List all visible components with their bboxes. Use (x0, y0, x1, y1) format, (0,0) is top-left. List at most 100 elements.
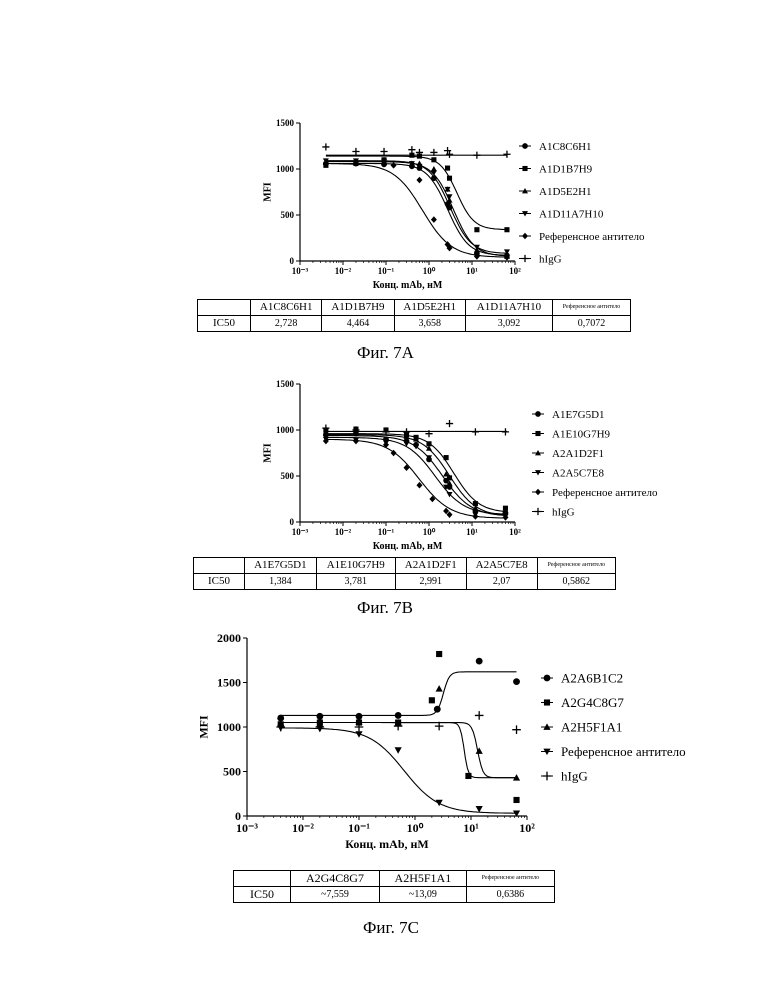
table-cell: 2,728 (251, 316, 322, 332)
fit-curve-3 (281, 728, 517, 813)
legend-label: A1C8C6H1 (539, 141, 592, 153)
figure-caption-7c: Фиг. 7C (363, 918, 419, 938)
fit-curve-2 (326, 162, 507, 256)
x-tick-label: 10⁻³ (292, 527, 309, 537)
table-row: IC50 1,384 3,781 2,991 2,07 0,5862 (194, 574, 616, 590)
data-point (431, 157, 436, 162)
figure-caption-7a: Фиг. 7А (357, 343, 414, 363)
x-tick-label: 10⁻³ (236, 821, 258, 835)
fit-curve-0 (281, 672, 517, 716)
legend-label: Референсное антитело (539, 231, 645, 243)
table-cell: 4,464 (322, 316, 394, 332)
legend-label: hIgG (561, 769, 588, 784)
table-cell: 2,991 (395, 574, 466, 590)
legend-marker (521, 255, 528, 262)
x-tick-label: 10⁻² (292, 821, 314, 835)
data-point (436, 685, 443, 691)
data-point (380, 148, 387, 155)
data-point (504, 227, 509, 232)
table-row: IC50 2,728 4,464 3,658 3,092 0,7072 (198, 316, 631, 332)
x-tick-label: 10⁰ (407, 821, 424, 835)
data-point (474, 227, 479, 232)
table-header-cell: A1C8C6H1 (251, 300, 322, 316)
x-tick-label: 10¹ (466, 266, 478, 276)
y-axis-label: MFI (196, 715, 210, 739)
table-cell: 2,07 (466, 574, 537, 590)
data-point (416, 177, 422, 184)
legend-label: A2A5C7E8 (552, 467, 604, 479)
ic50-table-7b: A1E7G5D1 A1E10G7H9 A2A1D2F1 A2A5C7E8 Реф… (193, 557, 616, 590)
table-cell: ~7,559 (291, 887, 380, 903)
table-cell: 0,6386 (466, 887, 554, 903)
x-tick-label: 10⁻¹ (348, 821, 370, 835)
legend-label: A1D5E2H1 (539, 186, 592, 198)
table-row-label: IC50 (194, 574, 245, 590)
data-point (436, 651, 442, 657)
y-tick-label: 1500 (276, 379, 295, 389)
table-header-cell: A1D11A7H10 (465, 300, 552, 316)
fit-curve-1 (326, 156, 507, 229)
legend-marker (544, 675, 551, 682)
fit-curve-4 (326, 439, 507, 518)
legend-label: hIgG (552, 506, 575, 518)
x-tick-label: 10² (509, 527, 521, 537)
legend-marker (534, 508, 541, 515)
x-axis-label: Конц. mAb, нМ (345, 837, 429, 851)
data-point (465, 773, 471, 779)
legend-label: A1D1B7H9 (539, 163, 593, 175)
table-header-cell: A2H5F1A1 (379, 871, 466, 887)
legend-label: A2H5F1A1 (561, 720, 622, 735)
data-point (473, 152, 480, 159)
legend-marker (535, 489, 541, 496)
data-point (436, 800, 443, 806)
legend-marker (535, 411, 541, 417)
x-tick-label: 10⁻³ (292, 266, 309, 276)
legend-label: A2A6B1C2 (561, 671, 623, 686)
data-point (472, 513, 478, 520)
table-header-cell: A2G4C8G7 (291, 871, 380, 887)
y-tick-label: 1000 (276, 425, 295, 435)
ic50-table-7a: A1C8C6H1 A1D1B7H9 A1D5E2H1 A1D11A7H10 Ре… (197, 299, 631, 332)
x-tick-label: 10² (519, 821, 535, 835)
data-point (434, 706, 441, 713)
chart-7c: 050010001500200010⁻³10⁻²10⁻¹10⁰10¹10²Кон… (195, 628, 715, 868)
data-point (277, 715, 284, 722)
table-header-cell: Референсное антитело (552, 300, 630, 316)
data-point (395, 747, 402, 753)
data-point (447, 176, 452, 181)
legend-label: Референсное антитело (552, 487, 658, 499)
y-tick-label: 500 (223, 765, 241, 779)
x-tick-label: 10⁻¹ (378, 266, 395, 276)
data-point (446, 420, 453, 427)
legend-label: A1E7G5D1 (552, 409, 605, 421)
table-cell: ~13,09 (379, 887, 466, 903)
chart-7a: 05001000150010⁻³10⁻²10⁻¹10⁰10¹10²Конц. m… (200, 110, 660, 300)
data-point (472, 428, 479, 435)
x-tick-label: 10⁻¹ (378, 527, 395, 537)
data-point (445, 166, 450, 171)
data-point (416, 482, 422, 489)
data-point (502, 428, 509, 435)
data-point (476, 658, 483, 665)
table-header-row: A1E7G5D1 A1E10G7H9 A2A1D2F1 A2A5C7E8 Реф… (194, 558, 616, 574)
data-point (323, 438, 329, 445)
legend-marker (544, 699, 550, 705)
y-tick-label: 1500 (276, 118, 295, 128)
x-tick-label: 10¹ (463, 821, 479, 835)
table-header-cell: A1E10G7H9 (316, 558, 395, 574)
table-header-row: A2G4C8G7 A2H5F1A1 Референсное антитело (234, 871, 555, 887)
x-axis-label: Конц. mAb, нМ (373, 541, 443, 552)
table-header-cell: A1D1B7H9 (322, 300, 394, 316)
legend-marker (522, 233, 528, 240)
x-tick-label: 10⁻² (335, 527, 352, 537)
x-tick-label: 10⁰ (423, 266, 436, 276)
data-point (431, 216, 437, 223)
table-header-row: A1C8C6H1 A1D1B7H9 A1D5E2H1 A1D11A7H10 Ре… (198, 300, 631, 316)
y-tick-label: 1500 (217, 676, 241, 690)
table-header-cell: A1E7G5D1 (245, 558, 317, 574)
table-row-label: IC50 (198, 316, 251, 332)
table-cell: 3,781 (316, 574, 395, 590)
legend-marker (535, 431, 540, 436)
table-header-cell: A2A5C7E8 (466, 558, 537, 574)
y-axis-label: MFI (262, 443, 273, 463)
